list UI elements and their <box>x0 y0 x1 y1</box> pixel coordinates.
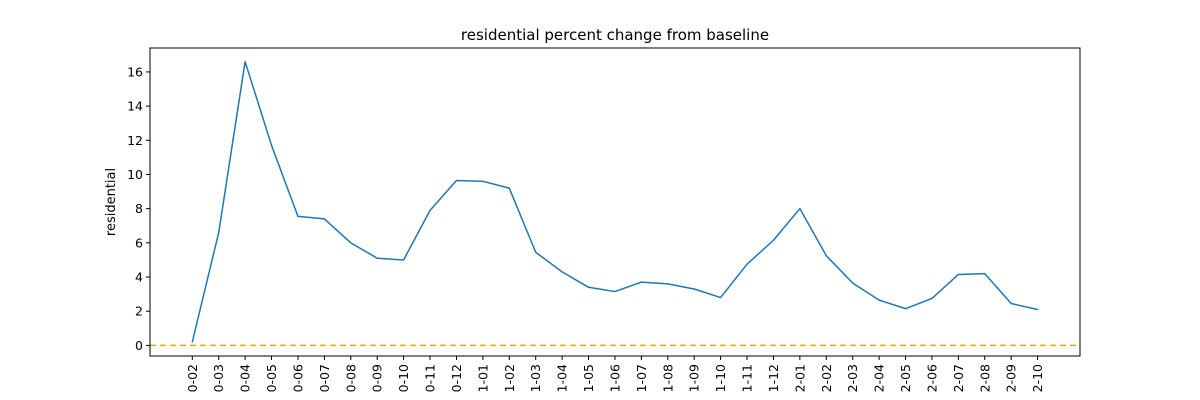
data-point <box>561 271 563 273</box>
x-tick-label: 0-04 <box>238 364 253 392</box>
y-tick-label: 12 <box>127 133 143 148</box>
x-tick-label: 1-08 <box>660 364 675 392</box>
data-point <box>535 251 537 253</box>
y-tick-label: 8 <box>135 201 143 216</box>
data-point <box>772 239 775 241</box>
data-point <box>693 288 695 290</box>
x-tick-label: 1-01 <box>475 364 490 392</box>
x-tick-label: 2-09 <box>1004 364 1019 392</box>
data-point <box>587 286 590 288</box>
data-point <box>957 273 959 276</box>
x-tick-label: 1-04 <box>555 364 570 392</box>
data-point <box>746 263 748 265</box>
data-point <box>218 231 220 234</box>
x-tick-label: 0-09 <box>370 364 385 392</box>
x-tick-label: 1-10 <box>713 364 728 392</box>
data-point <box>482 180 484 182</box>
x-axis: 0-02 0-03 0-04 0-05 0-06 0-07 0-08 0-09 0-10 0-11… <box>185 356 1045 392</box>
y-axis-label: residential <box>104 168 119 236</box>
x-tick-label: 2-10 <box>1030 364 1045 392</box>
x-tick-label: 0-10 <box>396 364 411 392</box>
y-tick-label: 14 <box>127 99 143 114</box>
x-tick-label: 0-08 <box>343 364 358 392</box>
data-point <box>403 259 405 261</box>
data-point <box>1010 302 1012 305</box>
x-tick-label: 2-02 <box>819 364 834 392</box>
data-point <box>667 283 669 285</box>
data-point <box>720 296 722 299</box>
x-tick-label: 1-07 <box>634 364 649 392</box>
y-tick-label: 6 <box>135 235 143 250</box>
x-tick-label: 0-06 <box>290 364 305 392</box>
data-point <box>350 242 352 244</box>
data-point <box>825 255 827 257</box>
x-tick-label: 2-03 <box>845 364 860 392</box>
data-point <box>429 209 431 211</box>
x-tick-label: 2-04 <box>872 364 887 392</box>
data-point <box>1037 308 1039 311</box>
x-tick-label: 1-03 <box>528 364 543 392</box>
x-tick-label: 0-07 <box>317 364 332 392</box>
data-point <box>297 215 299 217</box>
x-tick-label: 2-01 <box>792 364 807 392</box>
data-point <box>614 290 616 293</box>
data-point <box>376 257 378 259</box>
data-point <box>191 341 193 343</box>
data-point <box>508 187 510 189</box>
x-tick-label: 0-11 <box>423 364 438 392</box>
x-tick-label: 1-06 <box>607 364 622 392</box>
x-tick-label: 2-06 <box>924 364 939 392</box>
x-tick-label: 1-05 <box>581 364 596 392</box>
x-tick-label: 0-05 <box>264 364 279 392</box>
y-tick-label: 16 <box>127 64 143 79</box>
x-tick-label: 0-02 <box>185 364 200 392</box>
data-point <box>799 208 801 210</box>
x-tick-label: 1-02 <box>502 364 517 392</box>
data-point <box>640 281 642 283</box>
plot-background <box>150 48 1080 356</box>
y-tick-label: 2 <box>135 304 143 319</box>
x-tick-label: 2-07 <box>951 364 966 392</box>
data-point <box>323 218 325 220</box>
y-tick-label: 0 <box>135 338 143 353</box>
y-tick-label: 10 <box>127 167 143 182</box>
data-point <box>904 308 907 310</box>
data-point <box>270 144 273 147</box>
data-point <box>984 273 986 275</box>
x-tick-label: 1-12 <box>766 364 781 392</box>
x-tick-label: 1-09 <box>687 364 702 392</box>
x-tick-label: 0-12 <box>449 364 464 392</box>
data-point <box>244 61 246 63</box>
plot-frame <box>149 47 1081 357</box>
y-tick-label: 4 <box>135 270 143 285</box>
y-axis: 0 2 4 6 8 10 12 14 16 <box>127 64 150 353</box>
data-point <box>878 299 880 301</box>
x-tick-label: 0-03 <box>211 364 226 392</box>
data-point <box>455 179 458 182</box>
series-layer <box>191 60 1039 343</box>
data-point <box>931 297 933 299</box>
x-tick-label: 1-11 <box>740 364 755 392</box>
chart-title: residential percent change from baseline <box>461 26 769 44</box>
x-tick-label: 2-05 <box>898 364 913 392</box>
x-tick-label: 2-08 <box>977 364 992 392</box>
data-point <box>852 282 854 284</box>
